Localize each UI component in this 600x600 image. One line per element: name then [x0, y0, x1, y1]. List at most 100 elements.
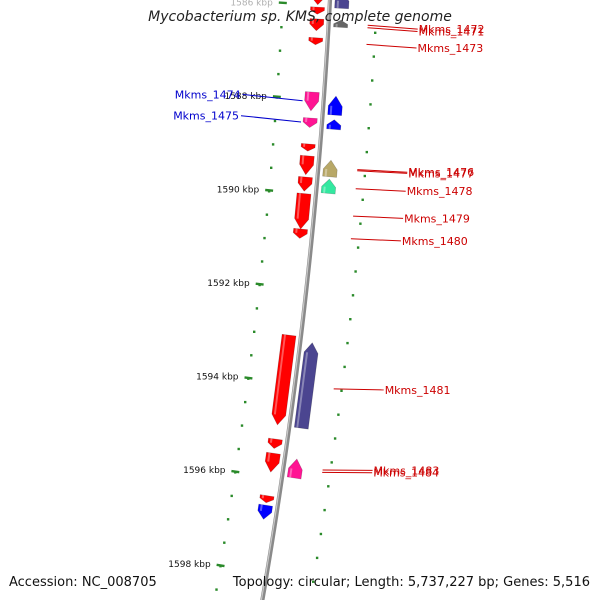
guide-dot-right [354, 270, 357, 273]
guide-dot-left [263, 236, 266, 240]
guide-dot-right [312, 580, 315, 583]
gene-mkms-1471[interactable] [309, 18, 325, 32]
kbp-ticks: 1586 kbp 1588 kbp 1590 kbp 1592 kbp 1594 kbp… [168, 0, 287, 570]
gene-feature[interactable] [271, 333, 297, 426]
gene-highlight [267, 452, 271, 462]
kbp-tick-label: 1592 kbp [207, 279, 250, 289]
guide-dot-right [367, 127, 370, 130]
kbp-tick [231, 469, 240, 474]
leader-line [367, 27, 418, 32]
guide-dot-left [280, 26, 283, 29]
label-mkms-1476[interactable]: Mkms_1476 [408, 166, 474, 179]
leader-line [357, 170, 408, 174]
gene-highlight [324, 168, 328, 177]
gene-mkms-1478[interactable] [297, 176, 313, 192]
label-mkms-1477[interactable]: Mkms_1477 [408, 167, 474, 180]
gene-highlight [312, 6, 315, 11]
label-mkms-1479[interactable]: Mkms_1479 [404, 212, 470, 225]
leader-line [355, 188, 406, 192]
gene-feature[interactable] [311, 0, 325, 6]
label-mkms-1474[interactable]: Mkms_1474 [175, 88, 241, 101]
accession-text: Accession: NC_008705 [9, 575, 157, 590]
guide-dot-right [351, 294, 355, 297]
guide-dot-left [226, 518, 230, 521]
backbone-line [260, 0, 333, 600]
guide-dot-right [323, 508, 326, 512]
label-mkms-1483[interactable]: Mkms_1483 [374, 464, 440, 477]
gene-mkms-1475[interactable] [302, 117, 318, 128]
kbp-tick [255, 282, 264, 286]
dotted-guides [215, 26, 377, 591]
gene-mkms-1474[interactable] [304, 91, 320, 112]
guide-dot-right [330, 461, 333, 464]
gene-highlight [301, 155, 305, 165]
label-mkms-1480[interactable]: Mkms_1480 [402, 235, 468, 248]
guide-dot-right [349, 318, 352, 321]
label-mkms-1481[interactable]: Mkms_1481 [385, 384, 451, 397]
gene-feature[interactable] [257, 503, 273, 520]
kbp-tick-label: 1588 kbp [224, 92, 267, 102]
gene-mkms-1481[interactable] [293, 342, 319, 430]
guide-dot-right [361, 198, 364, 201]
gene-mkms-1483[interactable] [264, 451, 281, 473]
guide-dot-right [337, 413, 340, 416]
map-title: Mycobacterium sp. KMS, complete genome [148, 9, 452, 25]
label-mkms-1475[interactable]: Mkms_1475 [173, 110, 239, 123]
backbone-highlight [260, 0, 330, 600]
gene-feature[interactable] [334, 0, 350, 10]
label-mkms-1484[interactable]: Mkms_1484 [373, 467, 439, 480]
label-mkms-1472[interactable]: Mkms_1472 [419, 23, 485, 36]
gene-feature[interactable] [320, 178, 337, 195]
guide-dot-left [244, 400, 247, 404]
gene-highlight [296, 193, 301, 219]
guide-dot-left [273, 119, 277, 123]
gene-highlight [273, 334, 286, 415]
kbp-tick [244, 376, 253, 380]
gene-highlight [323, 186, 326, 194]
guide-dot-left [250, 354, 253, 357]
gene-mkms-1480[interactable] [292, 227, 308, 239]
genome-backbone [260, 0, 333, 600]
gene-highlight [269, 438, 273, 443]
leader-line [367, 24, 418, 30]
gene-feature[interactable] [300, 143, 316, 152]
kbp-tick [216, 563, 225, 568]
gene-mkms-1484[interactable] [286, 458, 303, 480]
guide-dot-right [319, 532, 323, 536]
label-mkms-1478[interactable]: Mkms_1478 [407, 185, 473, 198]
genome-summary-text: Topology: circular; Length: 5,737,227 bp… [232, 575, 590, 590]
gene-feature[interactable] [310, 6, 325, 15]
gene-highlight [303, 143, 306, 147]
gene-mkms-1473[interactable] [308, 36, 324, 46]
label-mkms-1471[interactable]: Mkms_1471 [419, 26, 485, 39]
gene-feature[interactable] [267, 437, 283, 449]
leader-line [333, 388, 384, 391]
guide-dot-right [340, 389, 343, 392]
guide-dot-right [333, 437, 337, 440]
guide-dot-left [260, 260, 264, 263]
gene-mkms-1477[interactable] [322, 159, 338, 178]
label-mkms-1473[interactable]: Mkms_1473 [418, 42, 484, 55]
gene-highlight [335, 23, 338, 28]
gene-features[interactable] [257, 0, 350, 520]
gene-feature[interactable] [259, 494, 275, 504]
gene-feature[interactable] [327, 95, 343, 116]
gene-highlight [259, 504, 263, 511]
gene-highlight [328, 124, 331, 130]
guide-dot-left [265, 213, 269, 216]
guide-dot-right [369, 103, 372, 106]
gene-feature[interactable] [326, 119, 342, 131]
guide-dot-right [346, 341, 349, 345]
kbp-tick [272, 95, 281, 99]
leader-line [357, 169, 408, 173]
gene-mkms-1479[interactable] [294, 192, 312, 230]
gene-mkms-1476[interactable] [299, 154, 315, 176]
guide-dot-right [359, 222, 362, 225]
kbp-tick-label: 1596 kbp [183, 466, 226, 476]
guide-dot-right [356, 246, 360, 249]
gene-highlight [296, 352, 309, 428]
gene-highlight [261, 494, 265, 499]
gene-mkms-1472[interactable] [333, 19, 349, 29]
